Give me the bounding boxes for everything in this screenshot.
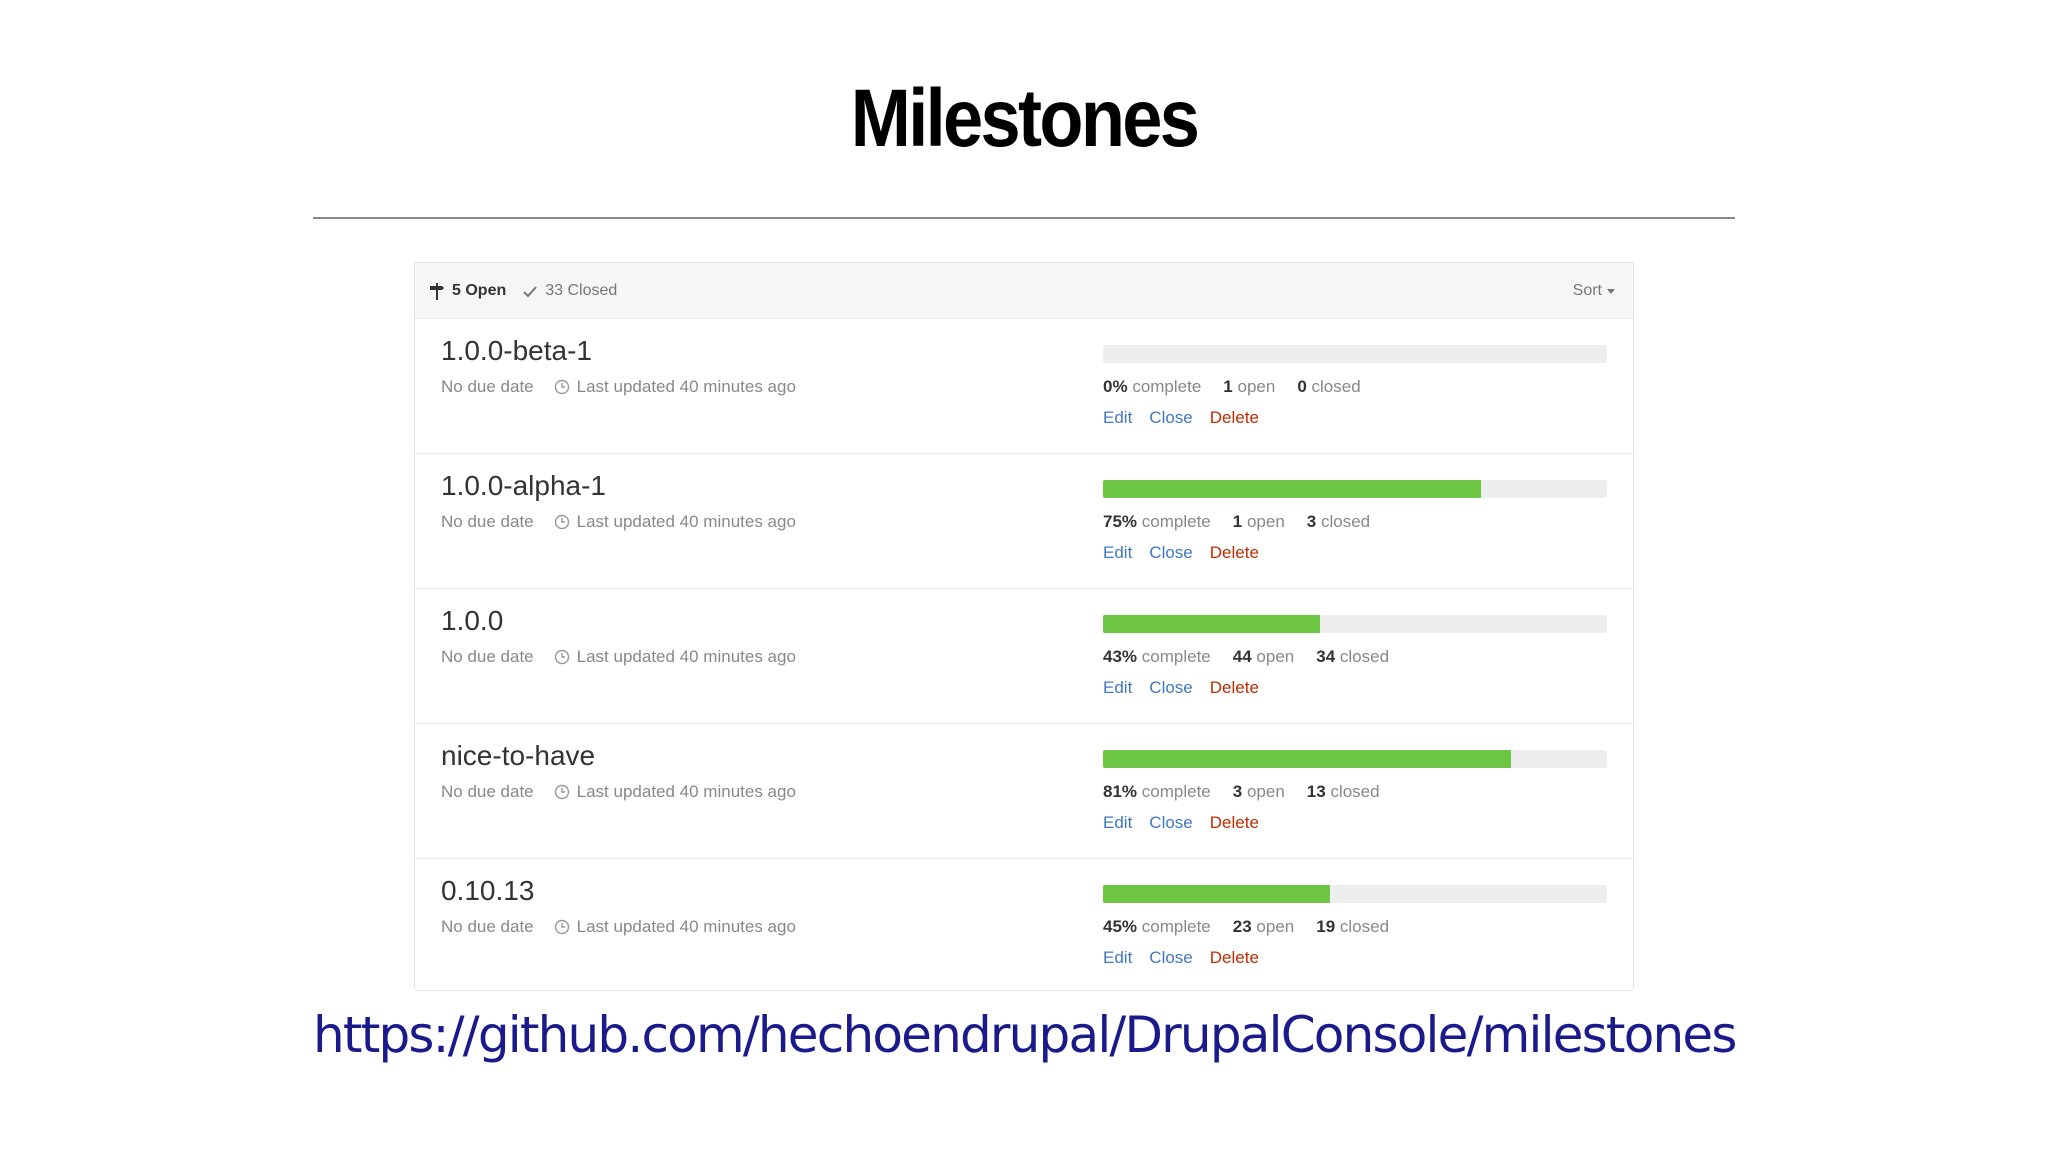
milestone-row: nice-to-have No due date Last updated 40…: [415, 724, 1633, 859]
progress-bar: [1103, 345, 1607, 363]
milestone-stats: 0% complete 1 open 0 closed: [1103, 377, 1383, 397]
edit-link[interactable]: Edit: [1103, 948, 1133, 967]
due-date: No due date: [441, 647, 534, 666]
last-updated: Last updated 40 minutes ago: [576, 377, 796, 396]
open-issues-count[interactable]: 23 open: [1232, 917, 1295, 936]
last-updated: Last updated 40 minutes ago: [576, 647, 796, 666]
milestone-row: 1.0.0-beta-1 No due date Last updated 40…: [415, 319, 1633, 454]
milestone-row: 1.0.0 No due date Last updated 40 minute…: [415, 589, 1633, 724]
milestone-stats: 43% complete 44 open 34 closed: [1103, 647, 1411, 667]
last-updated: Last updated 40 minutes ago: [576, 512, 796, 531]
closed-issues-count[interactable]: 19 closed: [1316, 917, 1390, 936]
percent-complete: 45% complete: [1103, 917, 1211, 936]
percent-complete: 75% complete: [1103, 512, 1211, 531]
last-updated: Last updated 40 minutes ago: [576, 917, 796, 936]
edit-link[interactable]: Edit: [1103, 678, 1133, 697]
closed-label: Closed: [567, 282, 618, 299]
milestone-title[interactable]: 1.0.0: [441, 605, 504, 636]
delete-link[interactable]: Delete: [1209, 408, 1259, 427]
milestone-stats: 75% complete 1 open 3 closed: [1103, 512, 1392, 532]
milestone-title[interactable]: 1.0.0-beta-1: [441, 335, 592, 366]
check-icon: [523, 286, 537, 298]
open-label: Open: [465, 282, 507, 299]
closed-issues-count[interactable]: 0 closed: [1297, 377, 1361, 396]
clock-icon: [554, 514, 569, 530]
open-issues-count[interactable]: 1 open: [1223, 377, 1276, 396]
sort-label: Sort: [1572, 282, 1602, 299]
milestone-meta: No due date Last updated 40 minutes ago: [441, 512, 796, 532]
slide-title: Milestones: [850, 73, 1200, 164]
milestone-title[interactable]: nice-to-have: [441, 740, 596, 771]
milestone-row: 0.10.13 No due date Last updated 40 minu…: [415, 859, 1633, 990]
closed-issues-count[interactable]: 13 closed: [1306, 782, 1380, 801]
milestone-title[interactable]: 0.10.13: [441, 875, 535, 906]
milestone-actions: Edit Close Delete: [1103, 408, 1276, 428]
delete-link[interactable]: Delete: [1209, 813, 1259, 832]
milestone-meta: No due date Last updated 40 minutes ago: [441, 782, 796, 802]
progress-fill: [1103, 615, 1320, 633]
milestone-actions: Edit Close Delete: [1103, 678, 1276, 698]
milestone-row: 1.0.0-alpha-1 No due date Last updated 4…: [415, 454, 1633, 589]
title-divider: [313, 217, 1735, 219]
delete-link[interactable]: Delete: [1209, 543, 1259, 562]
progress-bar: [1103, 885, 1607, 903]
edit-link[interactable]: Edit: [1103, 543, 1133, 562]
progress-bar: [1103, 480, 1607, 498]
due-date: No due date: [441, 917, 534, 936]
milestone-meta: No due date Last updated 40 minutes ago: [441, 917, 796, 937]
close-link[interactable]: Close: [1149, 408, 1193, 427]
open-count: 5: [452, 282, 461, 299]
source-url-link[interactable]: https://github.com/hechoendrupal/DrupalC…: [313, 1006, 1737, 1064]
milestone-meta: No due date Last updated 40 minutes ago: [441, 647, 796, 667]
open-issues-count[interactable]: 44 open: [1232, 647, 1295, 666]
milestone-stats: 45% complete 23 open 19 closed: [1103, 917, 1411, 937]
percent-complete: 81% complete: [1103, 782, 1211, 801]
sort-dropdown[interactable]: Sort: [1573, 263, 1615, 319]
delete-link[interactable]: Delete: [1209, 948, 1259, 967]
close-link[interactable]: Close: [1149, 678, 1193, 697]
milestone-stats: 81% complete 3 open 13 closed: [1103, 782, 1402, 802]
clock-icon: [554, 379, 569, 395]
open-issues-count[interactable]: 1 open: [1232, 512, 1285, 531]
milestone-actions: Edit Close Delete: [1103, 813, 1276, 833]
closed-issues-count[interactable]: 3 closed: [1306, 512, 1371, 531]
closed-milestones-filter[interactable]: 33 Closed: [522, 282, 617, 300]
close-link[interactable]: Close: [1149, 813, 1193, 832]
milestone-meta: No due date Last updated 40 minutes ago: [441, 377, 796, 397]
close-link[interactable]: Close: [1149, 948, 1193, 967]
milestones-header: 5 Open 33 Closed Sort: [415, 263, 1633, 319]
milestone-actions: Edit Close Delete: [1103, 948, 1276, 968]
edit-link[interactable]: Edit: [1103, 813, 1133, 832]
milestone-actions: Edit Close Delete: [1103, 543, 1276, 563]
delete-link[interactable]: Delete: [1209, 678, 1259, 697]
edit-link[interactable]: Edit: [1103, 408, 1133, 427]
percent-complete: 43% complete: [1103, 647, 1211, 666]
closed-count: 33: [545, 282, 564, 299]
progress-fill: [1103, 750, 1512, 768]
milestone-title[interactable]: 1.0.0-alpha-1: [441, 470, 607, 501]
percent-complete: 0% complete: [1103, 377, 1202, 396]
progress-fill: [1103, 885, 1330, 903]
closed-issues-count[interactable]: 34 closed: [1316, 647, 1390, 666]
milestone-icon: [430, 283, 444, 300]
progress-fill: [1103, 480, 1481, 498]
close-link[interactable]: Close: [1149, 543, 1193, 562]
open-issues-count[interactable]: 3 open: [1232, 782, 1285, 801]
clock-icon: [554, 649, 569, 665]
clock-icon: [554, 784, 569, 800]
clock-icon: [554, 919, 569, 935]
due-date: No due date: [441, 377, 534, 396]
caret-down-icon: [1607, 288, 1615, 294]
last-updated: Last updated 40 minutes ago: [576, 782, 796, 801]
due-date: No due date: [441, 782, 534, 801]
open-milestones-filter[interactable]: 5 Open: [429, 282, 506, 300]
progress-bar: [1103, 615, 1607, 633]
milestone-states: 5 Open 33 Closed: [429, 263, 617, 319]
milestones-panel: 5 Open 33 Closed Sort 1.0.0-beta-1 No du…: [414, 262, 1634, 991]
progress-bar: [1103, 750, 1607, 768]
due-date: No due date: [441, 512, 534, 531]
